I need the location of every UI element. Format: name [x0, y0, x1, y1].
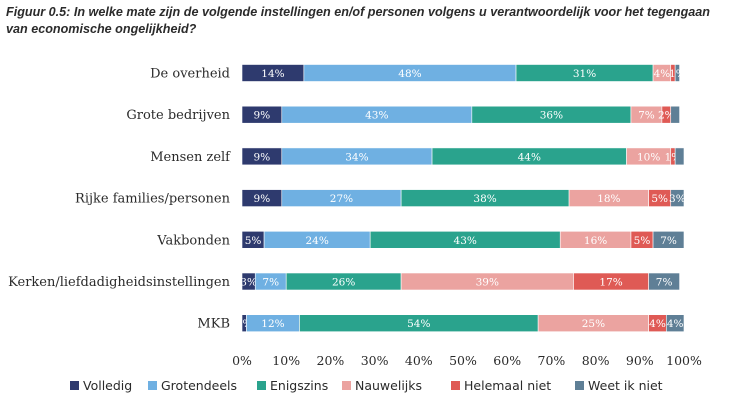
x-tick-label: 80%: [582, 353, 610, 368]
bar-segment: [648, 272, 680, 291]
bar-segment: [674, 64, 680, 82]
legend-entry: Enigszins: [270, 378, 328, 393]
data-label: 9%: [254, 193, 271, 205]
data-label: 5%: [634, 235, 651, 247]
data-label: 5%: [245, 235, 262, 247]
category-label: Mensen zelf: [150, 150, 231, 165]
category-label: Vakbonden: [156, 233, 230, 248]
category-label: MKB: [197, 317, 230, 332]
legend-swatch: [451, 381, 460, 390]
legend-entry: Nauwelijks: [355, 378, 422, 393]
data-label: 36%: [540, 110, 563, 122]
legend-swatch: [70, 381, 79, 390]
x-tick-label: 60%: [493, 353, 521, 368]
data-label: 26%: [332, 277, 355, 289]
data-label: 1%: [669, 68, 686, 80]
data-label: 3%: [240, 277, 257, 289]
data-label: 27%: [330, 193, 353, 205]
bar-segment: [652, 231, 685, 249]
data-label: 12%: [261, 318, 284, 330]
legend-swatch: [342, 381, 351, 390]
x-tick-label: 20%: [317, 353, 345, 368]
bar-segment: [670, 105, 680, 124]
x-tick-label: 70%: [538, 353, 566, 368]
category-label: Rijke families/personen: [75, 192, 231, 207]
data-label: 7%: [660, 235, 677, 247]
x-tick-label: 50%: [449, 353, 477, 368]
legend-swatch: [575, 381, 584, 390]
data-label: 9%: [254, 151, 271, 163]
category-label: De overheid: [150, 67, 230, 82]
data-label: 43%: [365, 110, 388, 122]
data-label: 16%: [584, 235, 607, 247]
chart-title: Figuur 0.5: In welke mate zijn de volgen…: [6, 5, 710, 36]
data-label: 25%: [582, 318, 605, 330]
bar-segment: [666, 314, 685, 333]
x-tick-label: 10%: [272, 353, 300, 368]
data-label: 7%: [638, 110, 655, 122]
bar-segment: [674, 147, 685, 166]
data-label: 43%: [454, 235, 477, 247]
bar-segment: [670, 189, 685, 207]
data-label: 18%: [597, 193, 620, 205]
data-label: 48%: [398, 68, 421, 80]
legend-entry: Volledig: [83, 378, 132, 393]
data-label: 4%: [654, 68, 671, 80]
data-label: 38%: [473, 193, 496, 205]
data-label: 7%: [262, 277, 279, 289]
data-label: 39%: [476, 277, 499, 289]
data-label: 5%: [651, 193, 668, 205]
category-label: Grote bedrijven: [126, 108, 230, 123]
legend-entry: Weet ik niet: [588, 378, 663, 393]
data-label: 54%: [407, 318, 430, 330]
data-label: 3%: [669, 193, 686, 205]
legend-entry: Grotendeels: [161, 378, 237, 393]
data-label: 44%: [518, 151, 541, 163]
x-tick-label: 30%: [361, 353, 389, 368]
category-label: Kerken/liefdadigheidsinstellingen: [8, 275, 230, 290]
data-label: 24%: [305, 235, 328, 247]
data-label: 34%: [345, 151, 368, 163]
legend-entry: Helemaal niet: [464, 378, 551, 393]
x-tick-label: 40%: [405, 353, 433, 368]
data-label: 17%: [599, 277, 622, 289]
x-tick-label: 90%: [626, 353, 654, 368]
data-label: 31%: [573, 68, 596, 80]
x-tick-label: 100%: [666, 353, 702, 368]
data-label: 7%: [656, 277, 673, 289]
legend-swatch: [148, 381, 157, 390]
legend-swatch: [257, 381, 266, 390]
data-label: 10%: [637, 151, 660, 163]
data-label: 4%: [667, 318, 684, 330]
data-label: 9%: [254, 110, 271, 122]
x-tick-label: 0%: [232, 353, 252, 368]
data-label: 14%: [261, 68, 284, 80]
data-label: 4%: [649, 318, 666, 330]
